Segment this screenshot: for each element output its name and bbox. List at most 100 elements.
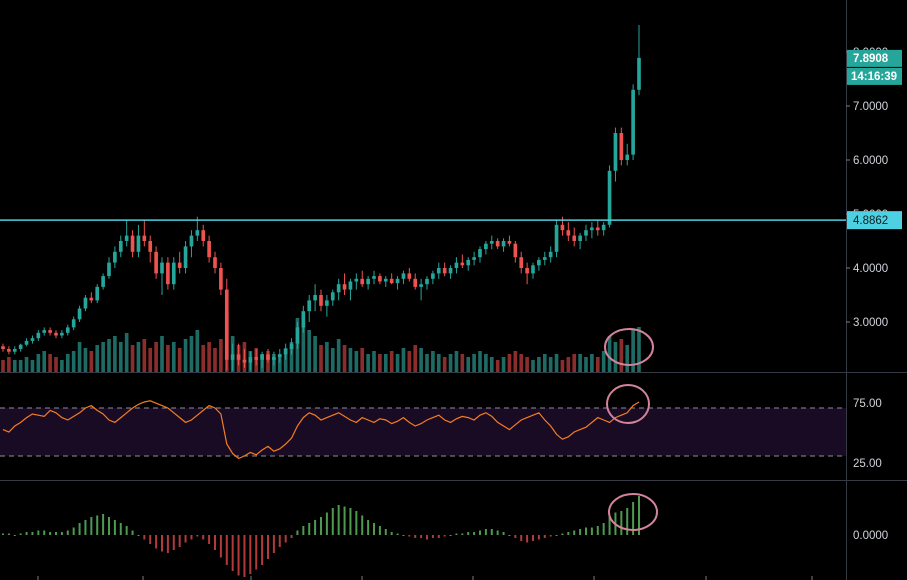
volume-bar (625, 345, 630, 372)
volume-bar (142, 339, 147, 372)
candle-body (101, 276, 105, 287)
macd-hist-bar (214, 535, 216, 550)
volume-bar (372, 351, 376, 372)
volume-bar (289, 342, 294, 372)
macd-hist-bar (66, 530, 69, 535)
macd-hist-bar (60, 532, 63, 535)
macd-hist-bar (78, 523, 81, 535)
volume-bar (554, 354, 559, 372)
macd-hist-bar (561, 533, 564, 535)
macd-hist-bar (131, 530, 134, 535)
volume-bar (595, 357, 600, 372)
candle-body (95, 286, 100, 301)
volume-bar (183, 339, 188, 372)
volume-bar (631, 330, 635, 372)
candle-body (260, 354, 264, 360)
volume-bar (366, 354, 370, 372)
volume-bar (431, 351, 435, 372)
macd-hist-bar (284, 535, 287, 543)
macd-hist-bar (384, 529, 387, 535)
volume-bar (71, 351, 76, 372)
volume-bar (425, 354, 429, 372)
macd-hist-bar (178, 535, 181, 547)
candle-body (383, 278, 388, 282)
candle-body (590, 227, 594, 231)
candle-body (531, 265, 535, 274)
candle-body (7, 349, 11, 352)
countdown-label: 14:16:39 (851, 71, 897, 83)
last-price-label: 7.8908 (853, 53, 889, 65)
macd-hist-bar (426, 535, 428, 540)
macd-hist-bar (290, 535, 293, 538)
volume-bar (572, 354, 577, 372)
volume-bar (507, 354, 512, 372)
volume-bar (513, 351, 518, 372)
macd-pane[interactable] (2, 496, 640, 577)
candle-body (472, 257, 476, 260)
volume-bar (542, 354, 547, 372)
macd-hist-bar (49, 532, 52, 535)
macd-hist-bar (396, 533, 399, 535)
macd-hist-bar (431, 535, 434, 538)
volume-bar (95, 345, 100, 372)
volume-bar (54, 357, 58, 372)
volume-bar (77, 342, 82, 372)
candle-body (277, 354, 282, 358)
macd-hist-bar (37, 530, 40, 535)
volume-bar (448, 354, 453, 372)
candle-body (230, 354, 235, 360)
macd-hist-bar (537, 535, 540, 540)
hline-price-badge (847, 211, 902, 230)
macd-hist-bar (620, 511, 623, 535)
macd-hist-bar (43, 530, 46, 535)
macd-hist-bar (161, 535, 163, 552)
macd-hist-bar (349, 508, 352, 535)
candle-body (107, 262, 111, 277)
rsi-pane[interactable] (0, 400, 846, 460)
volume-bar (578, 354, 582, 372)
price-pane[interactable] (0, 25, 846, 372)
macd-hist-bar (202, 535, 205, 540)
volume-bar (442, 357, 447, 372)
macd-hist-bar (473, 532, 476, 535)
volume-bar (590, 354, 594, 372)
candle-body (289, 343, 294, 349)
candle-body (219, 268, 223, 290)
candle-body (248, 357, 253, 363)
candle-body (554, 224, 559, 252)
candle-body (166, 262, 170, 285)
macd-hist-bar (325, 512, 328, 535)
rsi-line (2, 400, 640, 460)
macd-hist-bar (367, 520, 370, 535)
candle-body (207, 241, 211, 258)
macd-hist-bar (502, 532, 505, 535)
macd-hist-bar (196, 535, 199, 537)
candle-body (42, 330, 47, 333)
candle-body (484, 243, 488, 250)
candle-body (130, 235, 135, 252)
macd-hist-bar (102, 514, 105, 535)
candle-body (378, 276, 382, 282)
candle-body (118, 241, 123, 252)
macd-hist-bar (208, 535, 211, 544)
volume-bar (213, 348, 217, 372)
candle-body (460, 262, 465, 266)
volume-bar (501, 357, 506, 372)
macd-hist-bar (137, 535, 140, 536)
candle-body (177, 262, 182, 268)
macd-hist-bar (455, 533, 458, 535)
candle-body (572, 235, 577, 241)
macd-hist-bar (585, 527, 587, 535)
candle-body (330, 292, 335, 301)
candle-body (431, 273, 435, 279)
macd-hist-bar (19, 533, 22, 535)
volume-bar (413, 345, 418, 372)
candle-body (342, 284, 347, 290)
macd-hist-bar (25, 532, 28, 535)
volume-bar (171, 342, 176, 372)
candle-body (495, 241, 500, 247)
candle-body (307, 300, 312, 312)
